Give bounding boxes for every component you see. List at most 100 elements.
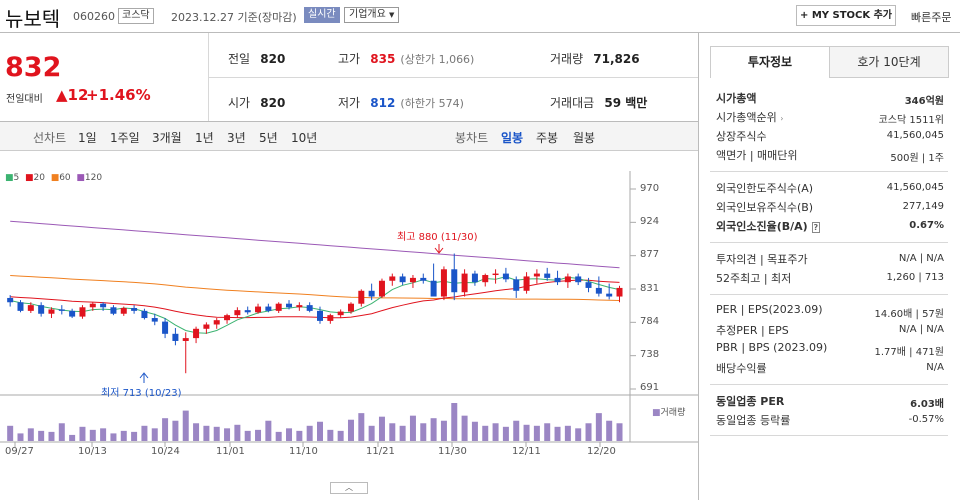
ma60-line xyxy=(10,275,620,301)
candle xyxy=(213,320,220,325)
tab-quote-10[interactable]: 호가 10단계 xyxy=(829,46,949,78)
candle xyxy=(58,309,65,311)
toolbar-bottom-border xyxy=(0,150,698,151)
volume-bar xyxy=(347,419,354,441)
candle xyxy=(27,305,34,311)
quick-order-link[interactable]: 빠른주문 xyxy=(911,11,952,24)
foreign-own-value: 277,149 xyxy=(902,201,944,212)
cap-rank-text: 시가총액순위 xyxy=(716,111,777,124)
candle xyxy=(440,269,447,297)
ma60-swatch: ■ xyxy=(50,173,60,183)
volume: 거래량 71,826 xyxy=(550,48,640,67)
volume-bar xyxy=(389,423,396,441)
volume-bar xyxy=(182,410,189,441)
volume-bar xyxy=(275,431,282,441)
candle xyxy=(296,305,303,308)
y-tick: 877 xyxy=(640,249,660,260)
volume-bar xyxy=(58,423,65,441)
volume-bar xyxy=(492,423,499,441)
candle xyxy=(327,315,334,321)
candle xyxy=(110,307,117,314)
volume-bar xyxy=(110,433,117,441)
candle xyxy=(255,306,262,313)
est-per-value: N/A | N/A xyxy=(898,324,944,335)
ma-legend: ■5 ■20 ■60 ■120 xyxy=(5,173,102,183)
industry-per-label: 동일업종 PER xyxy=(716,395,785,408)
candle xyxy=(265,306,272,311)
candle xyxy=(389,276,396,281)
tab-weekly[interactable]: 주봉 xyxy=(536,131,559,145)
trade-amount: 거래대금 59 백만 xyxy=(550,92,647,111)
candle xyxy=(399,276,406,283)
tab-10year[interactable]: 10년 xyxy=(291,131,318,145)
w52-value: 1,260 | 713 xyxy=(886,272,944,283)
ma120-swatch: ■ xyxy=(76,173,85,183)
realtime-button[interactable]: 실시간 xyxy=(304,7,340,23)
volume-bar xyxy=(513,420,520,441)
candle xyxy=(79,307,86,317)
volume-bar xyxy=(224,428,231,441)
candle xyxy=(203,324,210,329)
low-value: 812 xyxy=(370,96,396,110)
volume-legend-label: 거래량 xyxy=(660,408,686,418)
high-label: 고가 xyxy=(338,52,361,66)
candle xyxy=(234,310,241,316)
industry-per-value: 6.03배 xyxy=(910,399,944,410)
volume-bar xyxy=(317,421,323,441)
candle xyxy=(337,311,344,316)
candle xyxy=(595,287,602,294)
company-info-dropdown[interactable]: 기업개요 ▼ xyxy=(344,7,400,23)
volume-bar xyxy=(89,429,96,441)
change-percent: +1.46% xyxy=(86,86,151,104)
foreign-limit-label: 외국인한도주식수(A) xyxy=(716,182,814,195)
y-tick: 784 xyxy=(640,316,660,327)
price-chart[interactable] xyxy=(0,151,698,500)
chevron-up-icon[interactable]: ︿ xyxy=(330,482,368,494)
ma120-label: 120 xyxy=(84,173,103,183)
x-tick: 11/21 xyxy=(366,446,395,457)
tab-monthly[interactable]: 월봉 xyxy=(573,131,596,145)
volume-bar xyxy=(461,415,468,441)
header-divider xyxy=(0,32,960,33)
tab-5year[interactable]: 5년 xyxy=(259,131,278,145)
low-arrow xyxy=(139,372,149,383)
per-label: PER | EPS(2023.09) xyxy=(716,303,823,316)
candle xyxy=(533,273,540,277)
candle xyxy=(461,273,468,293)
tab-1week[interactable]: 1주일 xyxy=(110,131,140,145)
candle xyxy=(585,282,592,288)
volume-bar xyxy=(358,413,365,441)
x-tick: 11/01 xyxy=(216,446,245,457)
tab-3month[interactable]: 3개월 xyxy=(152,131,182,145)
divider xyxy=(710,242,948,243)
cap-rank-label: 시가총액순위 › xyxy=(716,109,783,125)
tab-1year[interactable]: 1년 xyxy=(195,131,214,145)
est-per-label: 추정PER | EPS xyxy=(716,324,789,337)
amount-value: 59 백만 xyxy=(604,96,648,110)
low-price: 저가 812 (하한가 574) xyxy=(338,92,464,111)
candle xyxy=(7,297,14,303)
tab-invest-info[interactable]: 투자정보 xyxy=(710,46,830,78)
industry-rate-value: -0.57% xyxy=(908,414,944,425)
candle xyxy=(502,273,509,280)
y-tick: 738 xyxy=(640,349,660,360)
volume-bar xyxy=(172,420,179,441)
per-value: 14.60배 | 57원 xyxy=(874,309,944,320)
lower-limit: (하한가 574) xyxy=(400,97,464,110)
candle xyxy=(151,318,158,322)
tab-daily[interactable]: 일봉 xyxy=(501,131,524,145)
help-icon[interactable]: ? xyxy=(811,222,821,233)
divider xyxy=(710,384,948,385)
pbr-value: 1.77배 | 471원 xyxy=(874,347,944,358)
my-stock-add-button[interactable]: + MY STOCK 추가 xyxy=(796,5,896,26)
high-price: 고가 835 (상한가 1,066) xyxy=(338,48,474,67)
volume-bar xyxy=(213,426,220,441)
volume-bar xyxy=(162,418,169,441)
foreign-rate-label: 외국인소진율(B/A) ? xyxy=(716,218,821,234)
foreign-rate-text: 외국인소진율(B/A) xyxy=(716,220,808,233)
tab-1day[interactable]: 1일 xyxy=(78,131,97,145)
volume-bar xyxy=(502,426,509,441)
tab-3year[interactable]: 3년 xyxy=(227,131,246,145)
volume-bar xyxy=(244,430,251,441)
candle xyxy=(451,269,458,293)
